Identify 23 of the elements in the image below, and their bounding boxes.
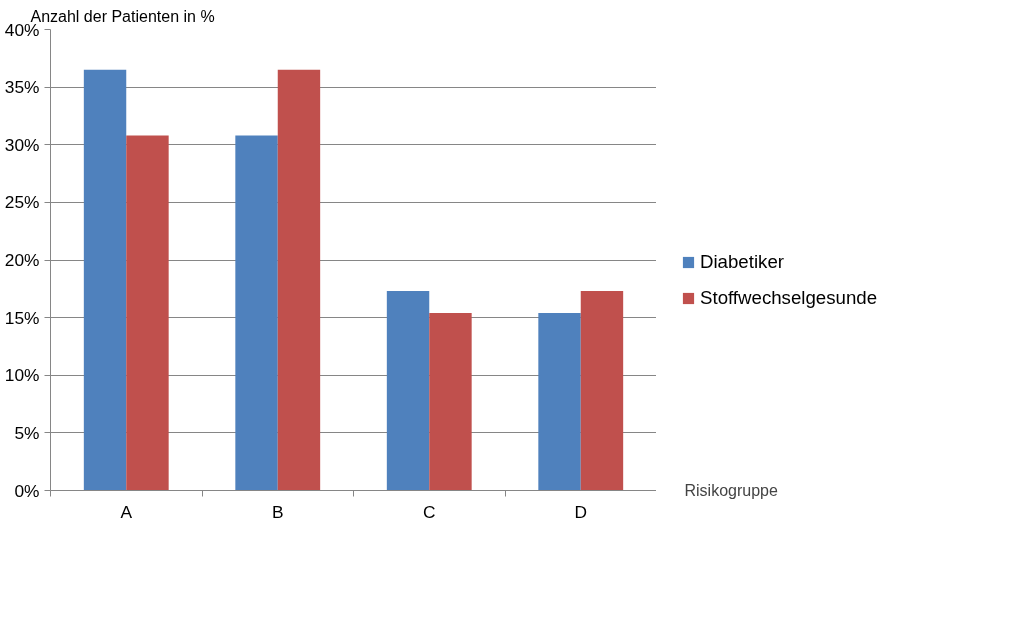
bar [277,69,321,491]
bar [235,135,278,491]
x-tick-label: B [271,501,284,522]
y-tick-label: 35% [4,77,40,98]
bar [83,69,127,491]
y-tick-label: 5% [14,422,40,443]
y-tick-label: 30% [4,134,40,155]
y-tick-label: 20% [4,250,40,270]
x-tick-label: D [574,501,588,522]
x-tick-label: A [120,501,133,522]
bar [126,135,169,491]
bar [538,313,581,491]
bar [429,313,472,491]
y-tick-label: 10% [4,365,40,386]
legend-label: Stoffwechselgesunde [700,286,878,309]
x-axis-title: Risikogruppe [684,482,778,499]
y-tick-label: 15% [4,307,40,328]
legend-label: Diabetiker [700,250,784,273]
y-tick-label: 0% [14,480,40,501]
bar [386,291,430,491]
y-tick-label: 25% [4,192,40,213]
x-tick-label: C [422,501,436,522]
bar [580,291,624,491]
